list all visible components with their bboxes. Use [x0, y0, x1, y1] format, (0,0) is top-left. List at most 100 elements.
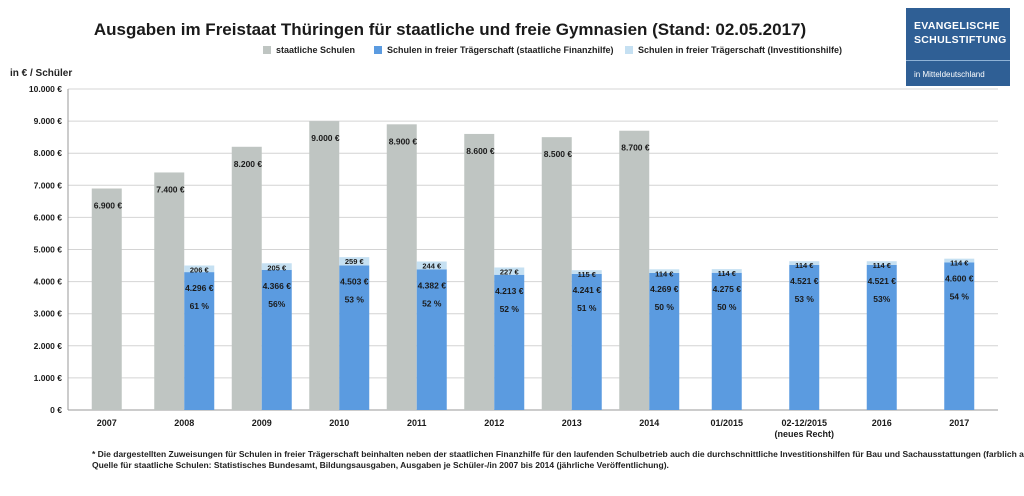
data-label-finanzhilfe: 4.521 € — [790, 276, 819, 286]
logo-line-3: in Mitteldeutschland — [914, 70, 985, 79]
x-tick-label: 2007 — [97, 418, 117, 428]
bar-investitionshilfe — [789, 261, 820, 265]
data-label-percent: 51 % — [577, 303, 597, 313]
y-tick-label: 6.000 € — [34, 212, 63, 222]
y-tick-label: 10.000 € — [29, 84, 62, 94]
data-label-finanzhilfe: 4.275 € — [713, 284, 742, 294]
data-label-percent: 61 % — [190, 301, 210, 311]
y-tick-label: 5.000 € — [34, 245, 63, 255]
bar-investitionshilfe — [866, 261, 897, 265]
data-label-staatliche: 8.700 € — [621, 143, 650, 153]
bar-investitionshilfe — [711, 269, 742, 273]
logo: EVANGELISCHE SCHULSTIFTUNG in Mitteldeut… — [906, 8, 1010, 86]
chart-title: Ausgaben im Freistaat Thüringen für staa… — [93, 20, 807, 39]
bar-staatliche — [386, 124, 417, 410]
y-tick-label: 4.000 € — [34, 277, 63, 287]
x-tick-label: 02-12/2015 — [781, 418, 827, 428]
bar-staatliche — [91, 188, 122, 410]
legend-label-finanzhilfe: Schulen in freier Trägerschaft (staatlic… — [387, 45, 614, 55]
data-label-percent: 56% — [268, 299, 285, 309]
data-label-staatliche: 8.900 € — [389, 136, 418, 146]
data-label-investitionshilfe: 114 € — [873, 261, 892, 270]
data-label-finanzhilfe: 4.366 € — [263, 281, 292, 291]
bar-finanzhilfe — [649, 272, 680, 410]
legend-label-investitionshilfe: Schulen in freier Trägerschaft (Investit… — [638, 45, 843, 55]
bar-finanzhilfe — [944, 262, 975, 410]
data-label-percent: 53 % — [345, 294, 365, 304]
bar-finanzhilfe — [184, 272, 215, 410]
data-label-investitionshilfe: 206 € — [190, 265, 210, 274]
bar-finanzhilfe — [261, 269, 292, 410]
data-label-investitionshilfe: 115 € — [578, 270, 597, 279]
data-label-finanzhilfe: 4.503 € — [340, 276, 369, 286]
bar-staatliche — [231, 146, 262, 410]
data-label-investitionshilfe: 259 € — [345, 257, 365, 266]
bar-finanzhilfe — [339, 265, 370, 410]
data-label-investitionshilfe: 227 € — [500, 267, 520, 276]
data-label-percent: 52 % — [500, 304, 520, 314]
bar-investitionshilfe — [649, 269, 680, 273]
bar-investitionshilfe — [339, 257, 370, 266]
bar-finanzhilfe — [416, 269, 447, 410]
data-label-staatliche: 8.200 € — [234, 159, 263, 169]
legend-item-staatliche: staatliche Schulen — [263, 45, 355, 55]
logo-line-1: EVANGELISCHE — [914, 20, 1000, 32]
data-label-staatliche: 8.500 € — [544, 149, 573, 159]
y-tick-label: 0 € — [50, 405, 62, 415]
y-tick-label: 9.000 € — [34, 116, 63, 126]
y-tick-label: 8.000 € — [34, 148, 63, 158]
data-label-investitionshilfe: 114 € — [655, 269, 674, 278]
legend-swatch-finanzhilfe — [374, 46, 382, 54]
x-tick-label: 2017 — [949, 418, 969, 428]
x-tick-label: 01/2015 — [710, 418, 743, 428]
x-tick-label: (neues Recht) — [774, 429, 834, 439]
x-tick-label: 2008 — [174, 418, 194, 428]
bar-investitionshilfe — [261, 263, 292, 270]
x-tick-label: 2012 — [484, 418, 504, 428]
legend-item-finanzhilfe: Schulen in freier Trägerschaft (staatlic… — [374, 45, 614, 55]
y-axis-label: in € / Schüler — [10, 68, 73, 79]
data-label-percent: 54 % — [950, 291, 970, 301]
data-label-investitionshilfe: 114 € — [950, 259, 969, 268]
data-label-percent: 53 % — [795, 294, 815, 304]
data-label-investitionshilfe: 244 € — [422, 262, 442, 271]
footnote-line-1: * Die dargestellten Zuweisungen für Schu… — [92, 449, 1024, 459]
footnote: * Die dargestellten Zuweisungen für Schu… — [92, 449, 1024, 471]
chart-legend: staatliche Schulen Schulen in freier Trä… — [0, 45, 1024, 61]
bar-staatliche — [464, 133, 495, 410]
logo-line-2: SCHULSTIFTUNG — [914, 34, 1007, 46]
y-tick-label: 7.000 € — [34, 180, 63, 190]
footnote-line-2: Quelle für staatliche Schulen: Statistis… — [92, 460, 669, 470]
x-tick-label: 2009 — [252, 418, 272, 428]
data-label-percent: 53% — [873, 294, 890, 304]
data-label-staatliche: 9.000 € — [311, 133, 340, 143]
data-label-finanzhilfe: 4.213 € — [495, 286, 524, 296]
logo-divider — [906, 60, 1010, 61]
legend-item-investitionshilfe: Schulen in freier Trägerschaft (Investit… — [625, 45, 842, 55]
legend-label-staatliche: staatliche Schulen — [276, 45, 356, 55]
data-label-investitionshilfe: 205 € — [267, 263, 287, 272]
bar-investitionshilfe — [184, 265, 215, 273]
y-tick-label: 2.000 € — [34, 341, 63, 351]
data-label-staatliche: 8.600 € — [466, 146, 495, 156]
bar-chart: 0 € 1.000 € 2.000 € 3.000 € 4.000 € 5.000 € 6.… — [29, 84, 998, 439]
data-label-finanzhilfe: 4.382 € — [418, 280, 447, 290]
bar-finanzhilfe — [494, 274, 525, 410]
legend-swatch-staatliche — [263, 46, 271, 54]
data-label-finanzhilfe: 4.269 € — [650, 284, 679, 294]
bar-investitionshilfe — [571, 270, 602, 274]
data-label-finanzhilfe: 4.296 € — [185, 283, 214, 293]
bar-investitionshilfe — [494, 267, 525, 275]
data-label-staatliche: 7.400 € — [156, 184, 185, 194]
bar-investitionshilfe — [416, 261, 447, 270]
data-label-finanzhilfe: 4.600 € — [945, 273, 974, 283]
data-label-finanzhilfe: 4.241 € — [573, 285, 602, 295]
bar-staatliche — [154, 172, 185, 410]
x-tick-label: 2013 — [562, 418, 582, 428]
bar-staatliche — [541, 137, 572, 410]
y-tick-label: 3.000 € — [34, 309, 63, 319]
data-label-staatliche: 6.900 € — [94, 201, 123, 211]
bar-staatliche — [619, 130, 650, 411]
data-label-percent: 50 % — [655, 302, 675, 312]
data-label-percent: 50 % — [717, 302, 737, 312]
